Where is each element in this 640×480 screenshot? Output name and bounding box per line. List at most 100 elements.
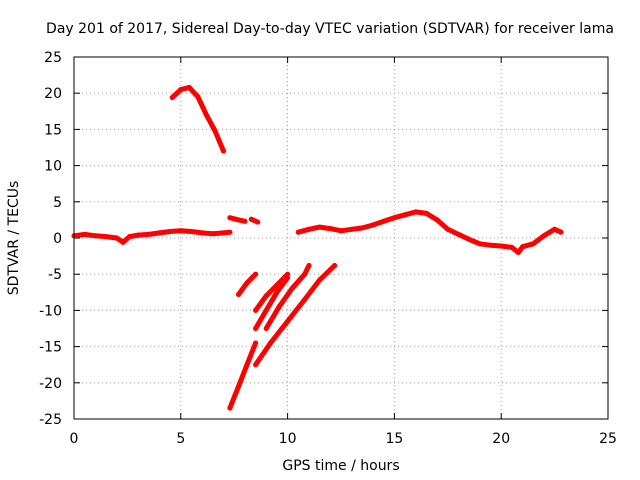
y-tick-label: -20 <box>39 376 62 392</box>
data-point <box>236 292 241 297</box>
series-short-arc-a <box>227 215 248 224</box>
data-point <box>156 230 162 236</box>
data-point <box>189 229 194 234</box>
y-tick-label: -25 <box>39 412 62 428</box>
data-point <box>127 234 132 240</box>
data-point <box>541 233 547 239</box>
data-point <box>509 244 515 250</box>
x-tick-label: 5 <box>176 431 185 447</box>
data-point <box>466 236 472 242</box>
y-tick-label: 0 <box>53 231 62 247</box>
y-tick-label: 15 <box>44 122 62 138</box>
data-point <box>263 326 269 331</box>
y-tick-label: -15 <box>39 340 62 356</box>
data-point <box>227 229 233 235</box>
data-point <box>349 226 355 232</box>
data-point <box>498 243 504 249</box>
data-point <box>169 95 175 100</box>
data-point <box>530 241 536 247</box>
series-rising-arc-3 <box>253 275 291 331</box>
series-line <box>227 340 259 411</box>
series-line <box>253 263 338 368</box>
y-tick-label: 25 <box>44 50 62 66</box>
y-tick-label: 10 <box>44 159 62 175</box>
axis-ticks: 0 5 10 15 20 25 25 20 15 10 5 0 -5 -10 -15 -20 -25 <box>39 50 617 447</box>
data-point <box>302 271 308 277</box>
data-point <box>146 231 152 237</box>
data-point <box>178 87 184 93</box>
x-tick-label: 25 <box>599 431 617 447</box>
data-point <box>285 271 291 277</box>
data-point <box>558 229 564 235</box>
data-point <box>242 218 248 224</box>
data-point <box>253 307 259 313</box>
data-point <box>253 340 259 346</box>
plot-frame <box>73 56 609 420</box>
data-point <box>92 233 98 239</box>
data-point <box>289 286 295 292</box>
data-point <box>178 228 184 234</box>
chart-title: Day 201 of 2017, Sidereal Day-to-day VTE… <box>46 21 614 37</box>
data-point <box>359 225 365 231</box>
data-point <box>515 250 521 255</box>
data-point <box>306 226 312 232</box>
data-point <box>114 235 120 241</box>
series-main-arc <box>71 228 233 245</box>
data-point <box>167 229 173 234</box>
data-point <box>227 215 233 221</box>
series-line <box>253 275 291 331</box>
data-point <box>195 94 201 100</box>
data-point <box>103 234 109 240</box>
data-point <box>552 226 558 232</box>
data-point <box>327 226 333 232</box>
data-point <box>253 271 259 277</box>
data-point <box>120 239 126 245</box>
data-point <box>520 244 526 250</box>
data-point <box>253 326 259 331</box>
data-point <box>212 128 218 134</box>
series-rising-arc-5 <box>263 263 312 331</box>
data-point <box>402 212 408 218</box>
series-rising-arc-2 <box>236 271 259 297</box>
series-short-arc-b <box>248 216 261 225</box>
data-point <box>302 297 308 302</box>
x-tick-label: 0 <box>70 431 79 447</box>
data-point <box>244 362 250 368</box>
data-point <box>423 210 429 216</box>
data-point <box>263 293 269 299</box>
y-tick-label: -10 <box>39 303 62 319</box>
data-point <box>255 219 261 225</box>
series-rising-arc-4 <box>253 271 291 313</box>
data-point <box>274 282 280 288</box>
data-point <box>477 241 483 247</box>
y-tick-label: 20 <box>44 86 62 102</box>
series-rising-arc-6 <box>253 263 338 368</box>
series-rising-arc-1 <box>227 340 259 411</box>
x-axis-label: GPS time / hours <box>282 458 399 474</box>
data-point <box>274 289 280 295</box>
x-tick-label: 20 <box>492 431 510 447</box>
series-high-arc <box>169 84 226 154</box>
data-point <box>306 263 312 268</box>
data-point <box>248 216 254 222</box>
data-point <box>263 307 269 313</box>
data-point <box>488 242 493 248</box>
data-point <box>370 222 376 228</box>
data-point <box>295 229 301 235</box>
data-point <box>381 218 387 224</box>
data-point <box>236 383 241 389</box>
data-point <box>276 304 282 310</box>
grid <box>74 57 608 419</box>
data-point <box>203 112 209 118</box>
data-point <box>227 405 233 411</box>
data-point <box>332 263 338 268</box>
data-point <box>285 318 291 324</box>
data-point <box>391 215 397 221</box>
data-point <box>199 230 205 236</box>
data-point <box>253 362 259 368</box>
data-point <box>244 280 250 286</box>
data-point <box>338 228 344 234</box>
data-point <box>317 224 323 230</box>
